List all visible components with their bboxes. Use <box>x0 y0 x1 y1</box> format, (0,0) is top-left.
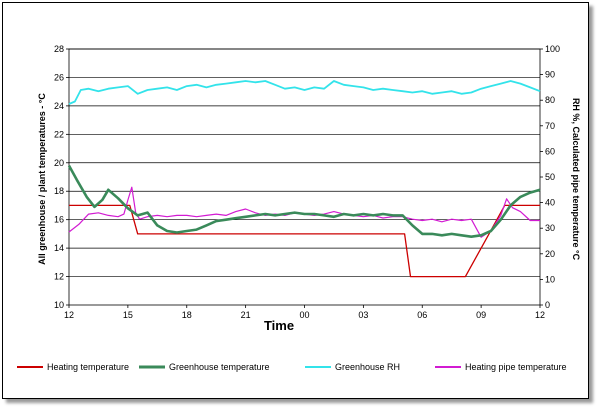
right-tick-label: 20 <box>545 249 555 259</box>
left-tick-label: 28 <box>54 44 64 54</box>
right-tick-label: 30 <box>545 223 555 233</box>
left-tick-label: 16 <box>54 215 64 225</box>
legend-label: Heating temperature <box>47 362 129 372</box>
x-tick-label: 09 <box>476 310 486 320</box>
x-tick-label: 12 <box>64 310 74 320</box>
legend-label: Greenhouse RH <box>335 362 400 372</box>
series-lines <box>67 80 541 278</box>
chart-frame: 10 12 14 16 18 20 22 24 26 28 0 10 20 30 40 50 60 70 80 90… <box>2 2 589 399</box>
right-tick-label: 90 <box>545 70 555 80</box>
legend-label: Greenhouse temperature <box>169 362 270 372</box>
left-tick-label: 10 <box>54 300 64 310</box>
left-tick-label: 12 <box>54 272 64 282</box>
x-tick-label: 12 <box>535 310 545 320</box>
x-axis-title: Time <box>264 318 294 333</box>
x-tick-label: 03 <box>358 310 368 320</box>
legend: Heating temperature Greenhouse temperatur… <box>17 362 567 372</box>
gridlines <box>69 48 540 277</box>
x-axis-ticks: 12 15 18 21 00 03 06 09 12 <box>64 305 545 320</box>
series-line-4 <box>68 186 540 238</box>
left-tick-label: 26 <box>54 72 64 82</box>
x-tick-label: 06 <box>417 310 427 320</box>
right-tick-label: 80 <box>545 95 555 105</box>
right-tick-label: 0 <box>545 300 550 310</box>
right-tick-label: 50 <box>545 172 555 182</box>
series-line-3 <box>68 80 541 105</box>
x-tick-label: 00 <box>299 310 309 320</box>
right-tick-label: 40 <box>545 198 555 208</box>
right-tick-label: 70 <box>545 121 555 131</box>
legend-label: Heating pipe temperature <box>465 362 567 372</box>
right-tick-label: 60 <box>545 146 555 156</box>
right-tick-label: 100 <box>545 44 560 54</box>
series-line-2 <box>67 164 541 238</box>
plot-border <box>68 48 541 306</box>
series-line-1 <box>69 204 540 278</box>
x-tick-label: 18 <box>182 310 192 320</box>
left-tick-label: 14 <box>54 243 64 253</box>
left-axis-ticks: 10 12 14 16 18 20 22 24 26 28 <box>54 44 69 310</box>
plot-area <box>68 48 541 306</box>
right-tick-label: 10 <box>545 274 555 284</box>
left-tick-label: 24 <box>54 101 64 111</box>
left-tick-label: 22 <box>54 129 64 139</box>
x-tick-label: 21 <box>241 310 251 320</box>
left-axis-title: All greenhouse / plant temperatures - °C <box>37 93 47 265</box>
left-tick-label: 20 <box>54 158 64 168</box>
left-tick-label: 18 <box>54 186 64 196</box>
right-axis-title: RH %, Calculated pipe temperature °C <box>571 98 581 261</box>
x-tick-label: 15 <box>123 310 133 320</box>
right-axis-ticks: 0 10 20 30 40 50 60 70 80 90 100 <box>540 44 560 310</box>
